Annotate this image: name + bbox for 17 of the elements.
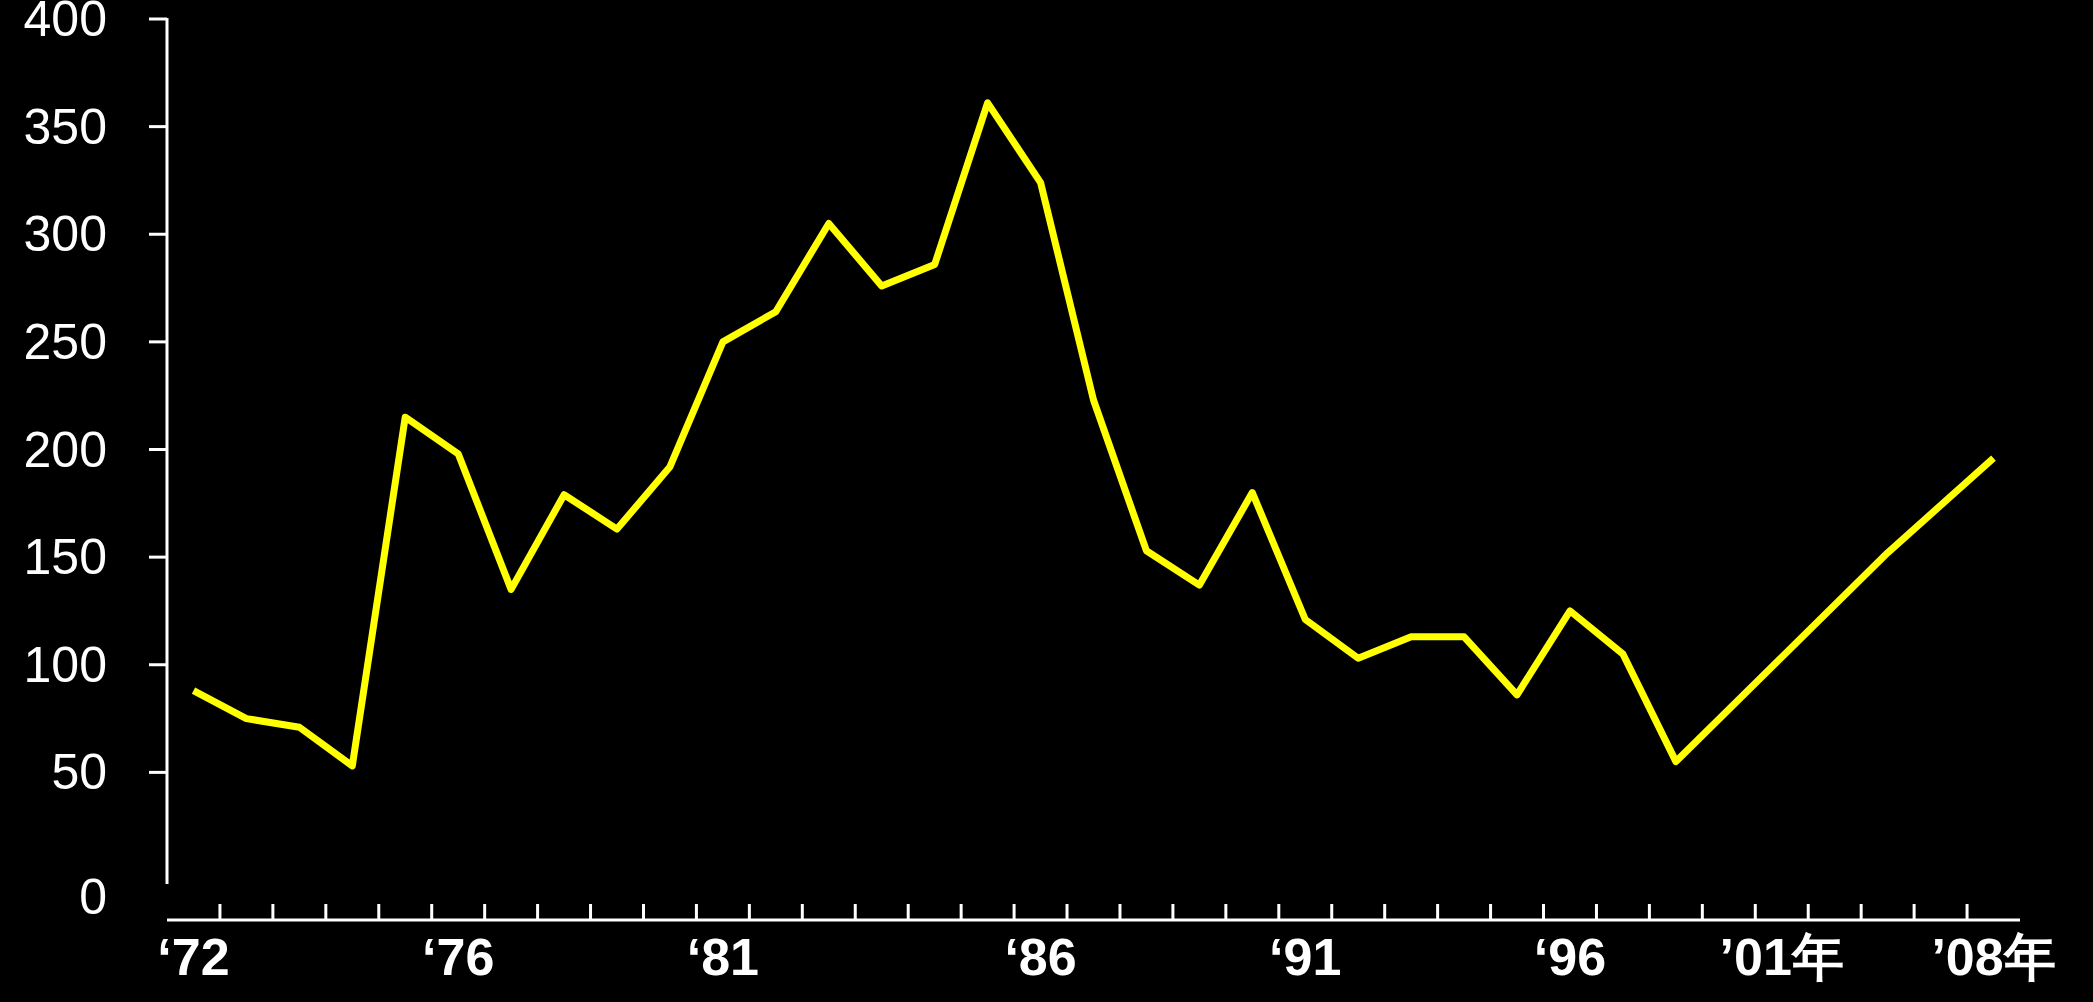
y-tick-label: 0 [79,869,107,925]
x-tick-label: ‘76 [422,928,495,986]
x-tick-label: ‘72 [157,928,230,986]
x-tick-label: ’08年 [1931,928,2056,986]
y-tick-label: 400 [23,0,107,47]
y-tick-label: 100 [23,636,107,693]
y-tick-label: 300 [23,206,107,263]
x-tick-label: ’01年 [1719,928,1844,986]
y-tick-label: 150 [23,529,107,586]
y-tick-label: 250 [23,313,107,370]
y-tick-label: 350 [23,98,107,155]
y-tick-label: 50 [51,744,107,801]
x-tick-label: ‘91 [1269,928,1342,986]
x-tick-label: ‘96 [1533,928,1607,986]
y-tick-label: 200 [23,421,107,478]
x-tick-label: ‘86 [1004,928,1077,986]
x-tick-label: ‘81 [686,928,760,986]
